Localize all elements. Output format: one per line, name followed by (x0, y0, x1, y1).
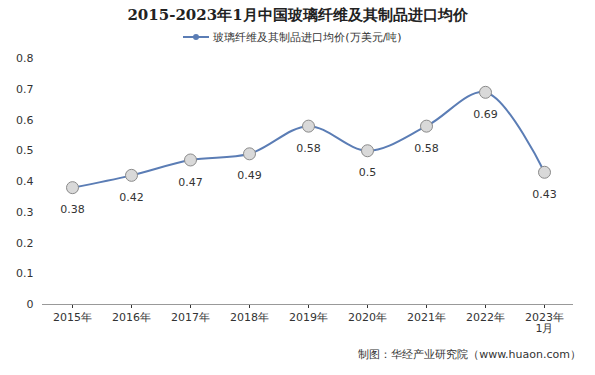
svg-text:0.5: 0.5 (16, 144, 34, 157)
svg-text:2021年: 2021年 (407, 311, 446, 324)
svg-text:2020年: 2020年 (348, 311, 387, 324)
svg-text:2023年1月: 2023年1月 (525, 311, 564, 335)
svg-text:0.58: 0.58 (296, 142, 321, 155)
svg-text:0.58: 0.58 (414, 142, 439, 155)
svg-text:2016年: 2016年 (112, 311, 151, 324)
svg-text:0.6: 0.6 (16, 114, 34, 127)
svg-text:0.42: 0.42 (119, 191, 144, 204)
svg-text:0.2: 0.2 (16, 237, 34, 250)
svg-text:0.1: 0.1 (16, 267, 34, 280)
svg-text:2017年: 2017年 (171, 311, 210, 324)
svg-text:0.4: 0.4 (16, 175, 34, 188)
svg-text:2018年: 2018年 (230, 311, 269, 324)
svg-text:0.69: 0.69 (473, 108, 498, 121)
svg-text:2019年: 2019年 (289, 311, 328, 324)
html-text:2015-2023年1月中国玻璃纤维及其制品进口均价: 2015-2023年1月中国玻璃纤维及其制品进口均价 (127, 6, 468, 24)
svg-text:0.7: 0.7 (16, 83, 34, 96)
svg-text:0.47: 0.47 (178, 175, 203, 188)
svg-text:0.3: 0.3 (16, 206, 34, 219)
html-text:制图：华经产业研究院（www.huaon.com）: 制图：华经产业研究院（www.huaon.com） (358, 348, 581, 361)
svg-text:0.49: 0.49 (237, 169, 262, 182)
svg-text:2022年: 2022年 (466, 311, 505, 324)
html-text:玻璃纤维及其制品进口均价(万美元/吨): 玻璃纤维及其制品进口均价(万美元/吨) (213, 30, 402, 44)
svg-text:0.38: 0.38 (60, 203, 85, 216)
svg-text:0.5: 0.5 (359, 166, 377, 179)
svg-text:0: 0 (27, 298, 34, 311)
svg-text:0.43: 0.43 (532, 188, 557, 201)
svg-text:0.8: 0.8 (16, 52, 34, 65)
svg-text:2015年: 2015年 (53, 311, 92, 324)
